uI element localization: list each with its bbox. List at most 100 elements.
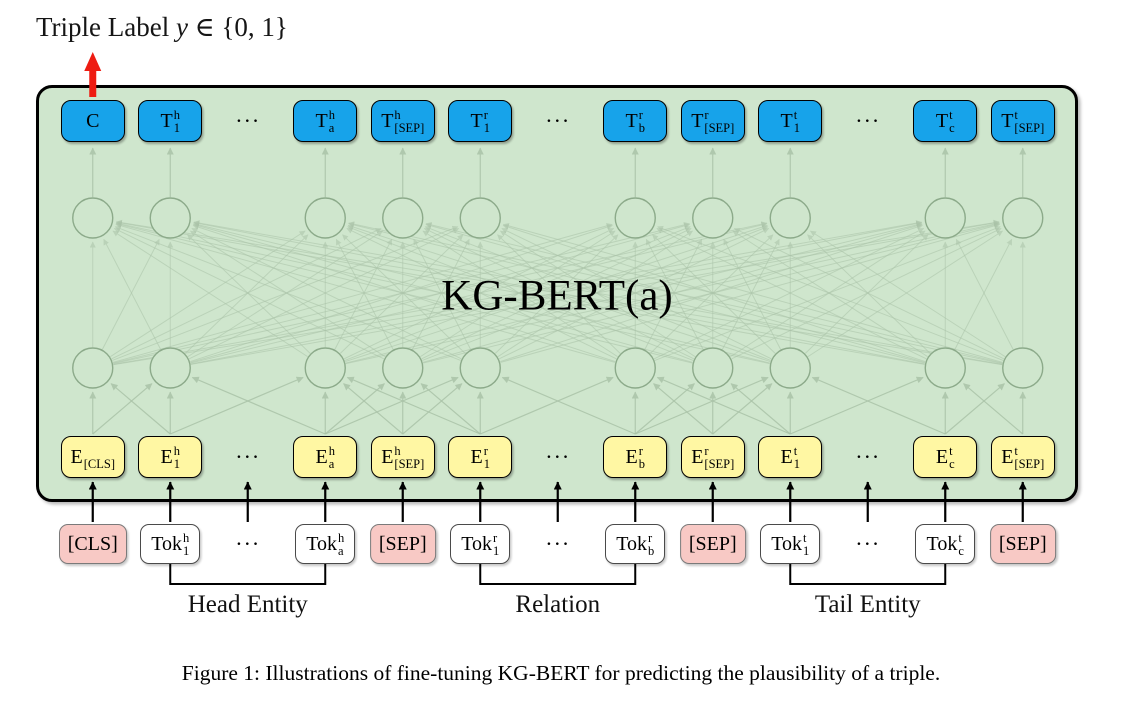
attention-line xyxy=(101,238,160,350)
attention-line xyxy=(809,230,1006,358)
ellipsis-token-r-dots: ··· xyxy=(545,531,571,556)
prediction-arrow-head xyxy=(84,52,102,71)
attention-line xyxy=(494,234,619,354)
script-label: t [SEP] xyxy=(1014,444,1045,471)
attention-line xyxy=(425,222,1003,364)
embedding-input-arrow xyxy=(635,376,769,435)
embedding-input-arrow xyxy=(170,376,304,435)
script-label: r [SEP] xyxy=(704,108,735,135)
hidden-unit-circle xyxy=(692,347,734,389)
attention-line xyxy=(184,234,309,354)
embedding-input-arrow xyxy=(501,376,636,435)
attention-line xyxy=(733,228,1005,360)
attention-line xyxy=(115,220,925,365)
hidden-unit-circle xyxy=(614,197,656,239)
input-token-box-h-sep: [SEP] xyxy=(369,524,436,564)
embedding-input-arrow xyxy=(343,383,404,435)
entity-bracket xyxy=(479,564,637,585)
script-label: h [SEP] xyxy=(394,444,425,471)
attention-line xyxy=(110,230,306,358)
hidden-unit-circle xyxy=(149,347,191,389)
hidden-unit-circle xyxy=(692,197,734,239)
embedding-input-arrow xyxy=(324,383,385,435)
embedding-input-arrow xyxy=(325,376,459,435)
hidden-unit-circle xyxy=(769,347,811,389)
attention-line xyxy=(348,222,925,364)
input-token-box-cls: [CLS] xyxy=(58,524,127,564)
script-label: [CLS] xyxy=(83,457,115,471)
triple-label-prefix: Triple Label xyxy=(36,12,176,42)
embedding-input-arrow xyxy=(92,383,153,435)
embedding-input-arrow xyxy=(712,383,773,435)
entity-group-label: Head Entity xyxy=(187,591,308,618)
triple-label-suffix: ∈ {0, 1} xyxy=(187,12,288,42)
ellipsis-output-h-dots: ··· xyxy=(235,108,261,133)
embedding-input-arrow xyxy=(790,376,924,435)
entity-group-label: Tail Entity xyxy=(814,591,921,618)
input-token-box-t-sep: [SEP] xyxy=(989,524,1056,564)
attention-line xyxy=(653,228,925,360)
attention-line xyxy=(413,238,472,350)
hidden-unit-circle xyxy=(924,197,966,239)
attention-line xyxy=(422,222,923,363)
input-token-box-ha: Tok h a xyxy=(295,524,356,564)
hidden-unit-circle xyxy=(72,347,114,389)
embedding-input-arrow xyxy=(656,376,791,435)
script-label: h [SEP] xyxy=(394,108,425,135)
ellipsis-embedding-h-dots: ··· xyxy=(235,444,261,469)
hidden-unit-circle xyxy=(459,347,501,389)
attention-line xyxy=(411,238,470,350)
attention-line xyxy=(502,222,1003,363)
input-token-box-h1: Tok h 1 xyxy=(140,524,201,564)
hidden-unit-circle xyxy=(769,197,811,239)
hidden-unit-circle xyxy=(459,197,501,239)
embedding-box-cls: E [CLS] xyxy=(60,436,125,478)
ellipsis-token-h-dots: ··· xyxy=(235,531,261,556)
triple-label-text: Triple Label y ∈ {0, 1} xyxy=(36,12,288,43)
hidden-unit-circle xyxy=(1002,347,1044,389)
script-label: t [SEP] xyxy=(1014,108,1045,135)
contextual-output-box-cls: C xyxy=(60,100,125,142)
attention-line xyxy=(190,222,691,363)
embedding-input-arrow xyxy=(811,376,946,435)
embedding-input-arrow xyxy=(634,383,695,435)
embedding-input-arrow xyxy=(402,383,463,435)
hidden-unit-circle xyxy=(614,347,656,389)
embedding-input-arrow xyxy=(480,376,614,435)
attention-line xyxy=(115,221,770,365)
attention-line xyxy=(103,238,162,350)
attention-line xyxy=(191,228,462,360)
embedding-input-arrow xyxy=(346,376,481,435)
attention-line xyxy=(187,230,384,358)
input-token-box-rb: Tok r b xyxy=(605,524,666,564)
attention-line xyxy=(652,234,776,354)
attention-line xyxy=(721,238,780,350)
input-token-box-r1: Tok r 1 xyxy=(450,524,511,564)
entity-bracket xyxy=(789,564,947,585)
ellipsis-embedding-t-dots: ··· xyxy=(855,444,881,469)
attention-line xyxy=(115,222,616,363)
attention-line xyxy=(112,222,613,363)
embedding-input-arrow xyxy=(944,383,1005,435)
